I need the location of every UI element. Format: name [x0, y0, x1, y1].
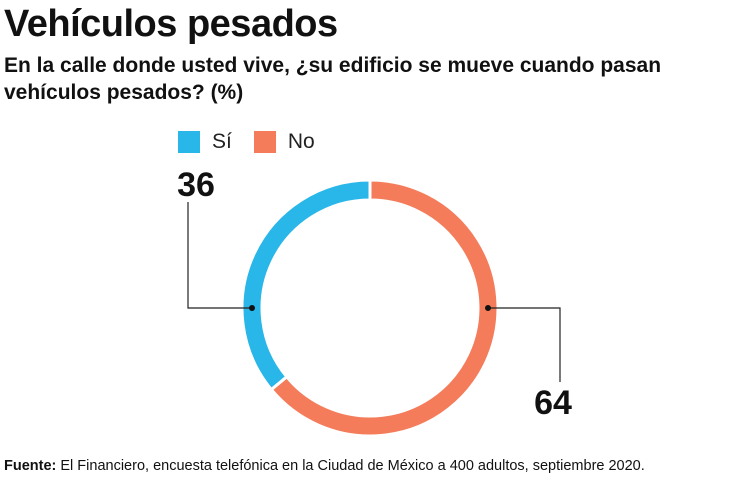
- leader-no-dot: [485, 305, 491, 311]
- legend-label-no: No: [287, 130, 315, 153]
- leader-si-line: [187, 202, 252, 309]
- legend-label-si: Sí: [212, 130, 232, 153]
- donut-slices: [240, 178, 500, 438]
- slice-si: [240, 178, 372, 392]
- source-label: Fuente:: [4, 458, 57, 474]
- legend-swatch-no: [253, 131, 276, 153]
- data-label-no: 64: [534, 384, 572, 422]
- legend-swatch-si: [178, 131, 200, 153]
- leader-lines: [187, 202, 561, 382]
- slice-no: [269, 178, 500, 438]
- data-label-si: 36: [177, 166, 215, 204]
- data-labels: 36 64: [177, 166, 572, 422]
- chart-legend: Sí No: [178, 130, 337, 154]
- source-note: Fuente: El Financiero, encuesta telefóni…: [4, 458, 645, 474]
- leader-no-line: [488, 307, 561, 382]
- legend-item-no: No: [253, 130, 315, 154]
- source-text: El Financiero, encuesta telefónica en la…: [56, 458, 645, 474]
- leader-si-dot: [249, 305, 255, 311]
- legend-item-si: Sí: [178, 130, 232, 154]
- chart-subtitle: En la calle donde usted vive, ¿su edific…: [4, 54, 662, 104]
- chart-title: Vehículos pesados: [4, 3, 338, 45]
